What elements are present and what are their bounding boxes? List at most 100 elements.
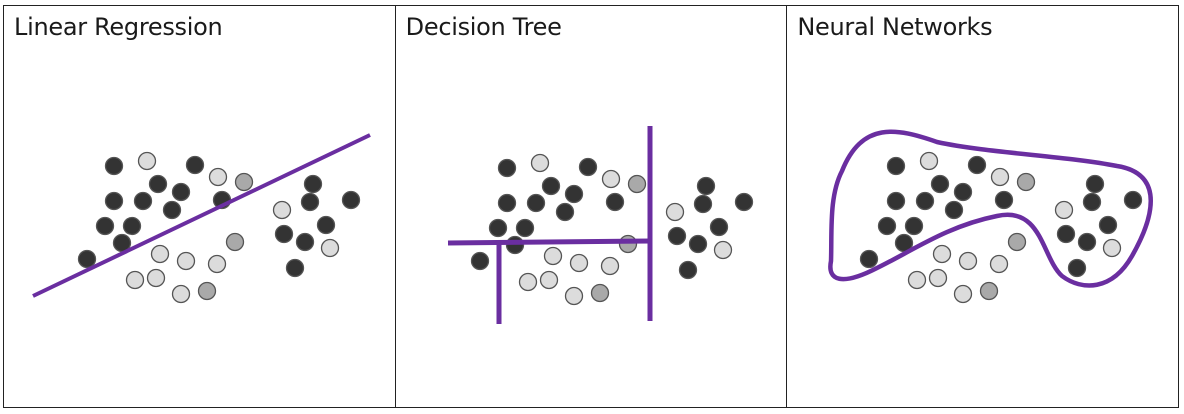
- dark-data-point-icon: [888, 193, 905, 210]
- light-data-point-icon: [992, 169, 1009, 186]
- panel-neural-networks: Neural Networks: [787, 6, 1178, 407]
- light-data-point-icon: [909, 272, 926, 289]
- dark-data-point-icon: [343, 192, 360, 209]
- dark-data-point-icon: [1087, 176, 1104, 193]
- dark-data-point-icon: [1058, 226, 1075, 243]
- dark-data-point-icon: [710, 219, 727, 236]
- dark-data-point-icon: [498, 195, 515, 212]
- light-data-point-icon: [666, 204, 683, 221]
- linear-regression-plot: [4, 6, 396, 406]
- gray-data-point-icon: [591, 285, 608, 302]
- dark-data-point-icon: [679, 262, 696, 279]
- dark-data-point-icon: [969, 157, 986, 174]
- dark-data-point-icon: [932, 176, 949, 193]
- light-data-point-icon: [602, 171, 619, 188]
- dark-data-point-icon: [135, 193, 152, 210]
- gray-data-point-icon: [1018, 174, 1035, 191]
- dark-data-point-icon: [506, 237, 523, 254]
- light-data-point-icon: [565, 288, 582, 305]
- dark-data-point-icon: [1100, 217, 1117, 234]
- dark-data-point-icon: [668, 228, 685, 245]
- light-data-point-icon: [1104, 240, 1121, 257]
- dark-data-point-icon: [516, 220, 533, 237]
- gray-data-point-icon: [1009, 234, 1026, 251]
- dark-data-point-icon: [565, 186, 582, 203]
- light-data-point-icon: [921, 153, 938, 170]
- light-data-point-icon: [544, 248, 561, 265]
- dark-data-point-icon: [694, 196, 711, 213]
- gray-data-point-icon: [981, 283, 998, 300]
- light-data-point-icon: [570, 255, 587, 272]
- dark-data-point-icon: [735, 194, 752, 211]
- dark-data-point-icon: [556, 204, 573, 221]
- light-data-point-icon: [601, 258, 618, 275]
- dark-data-point-icon: [318, 217, 335, 234]
- dark-data-point-icon: [164, 202, 181, 219]
- light-data-point-icon: [1056, 202, 1073, 219]
- dark-data-point-icon: [79, 251, 96, 268]
- light-data-point-icon: [714, 242, 731, 259]
- dark-data-point-icon: [1069, 260, 1086, 277]
- data-points: [471, 155, 752, 305]
- dark-data-point-icon: [297, 234, 314, 251]
- light-data-point-icon: [210, 169, 227, 186]
- light-data-point-icon: [127, 272, 144, 289]
- light-data-point-icon: [991, 256, 1008, 273]
- dark-data-point-icon: [287, 260, 304, 277]
- dark-data-point-icon: [489, 220, 506, 237]
- light-data-point-icon: [209, 256, 226, 273]
- dark-data-point-icon: [946, 202, 963, 219]
- dark-data-point-icon: [305, 176, 322, 193]
- dark-data-point-icon: [1125, 192, 1142, 209]
- dark-data-point-icon: [917, 193, 934, 210]
- gray-data-point-icon: [619, 236, 636, 253]
- panel-linear-regression: Linear Regression: [4, 6, 396, 407]
- dark-data-point-icon: [471, 253, 488, 270]
- dark-data-point-icon: [1079, 234, 1096, 251]
- dark-data-point-icon: [106, 158, 123, 175]
- light-data-point-icon: [148, 270, 165, 287]
- tree-split-horizontal: [448, 241, 652, 243]
- dark-data-point-icon: [888, 158, 905, 175]
- light-data-point-icon: [531, 155, 548, 172]
- dark-data-point-icon: [1084, 194, 1101, 211]
- dark-data-point-icon: [106, 193, 123, 210]
- gray-data-point-icon: [199, 283, 216, 300]
- dark-data-point-icon: [906, 218, 923, 235]
- light-data-point-icon: [960, 253, 977, 270]
- gray-data-point-icon: [236, 174, 253, 191]
- dark-data-point-icon: [150, 176, 167, 193]
- light-data-point-icon: [934, 246, 951, 263]
- light-data-point-icon: [519, 274, 536, 291]
- dark-data-point-icon: [955, 184, 972, 201]
- dark-data-point-icon: [996, 192, 1013, 209]
- panel-decision-tree: Decision Tree: [396, 6, 788, 407]
- dark-data-point-icon: [173, 184, 190, 201]
- dark-data-point-icon: [527, 195, 544, 212]
- neural-networks-plot: [787, 6, 1177, 406]
- light-data-point-icon: [930, 270, 947, 287]
- dark-data-point-icon: [187, 157, 204, 174]
- light-data-point-icon: [173, 286, 190, 303]
- light-data-point-icon: [178, 253, 195, 270]
- model-comparison-figure: Linear Regression Decision Tree Neural N…: [3, 5, 1179, 408]
- light-data-point-icon: [274, 202, 291, 219]
- light-data-point-icon: [152, 246, 169, 263]
- dark-data-point-icon: [606, 194, 623, 211]
- dark-data-point-icon: [276, 226, 293, 243]
- dark-data-point-icon: [689, 236, 706, 253]
- dark-data-point-icon: [542, 178, 559, 195]
- data-points: [79, 153, 360, 303]
- gray-data-point-icon: [628, 176, 645, 193]
- dark-data-point-icon: [579, 159, 596, 176]
- dark-data-point-icon: [97, 218, 114, 235]
- light-data-point-icon: [139, 153, 156, 170]
- dark-data-point-icon: [879, 218, 896, 235]
- gray-data-point-icon: [227, 234, 244, 251]
- dark-data-point-icon: [498, 160, 515, 177]
- light-data-point-icon: [955, 286, 972, 303]
- light-data-point-icon: [540, 272, 557, 289]
- light-data-point-icon: [322, 240, 339, 257]
- dark-data-point-icon: [697, 178, 714, 195]
- dark-data-point-icon: [302, 194, 319, 211]
